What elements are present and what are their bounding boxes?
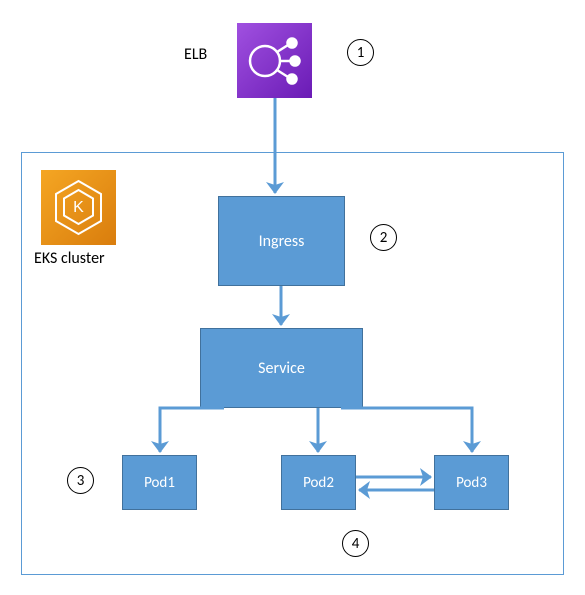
arrows-layer bbox=[0, 0, 585, 595]
diagram-canvas: ELB K EKS cluster Ingress Service Pod1 P… bbox=[0, 0, 585, 595]
